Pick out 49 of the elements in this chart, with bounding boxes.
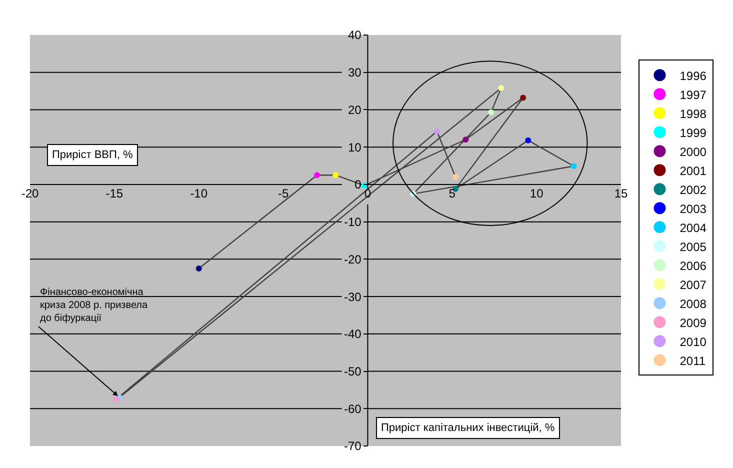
x-tick-label: -10 xyxy=(190,186,208,200)
legend-label: 1996 xyxy=(680,68,707,83)
legend-label: 1999 xyxy=(680,126,707,140)
point xyxy=(525,137,532,144)
legend-label: 2006 xyxy=(680,258,707,273)
legend-label: 1998 xyxy=(680,106,707,121)
point xyxy=(314,172,320,178)
legend-label: 2010 xyxy=(680,334,707,349)
point xyxy=(488,109,494,116)
x-tick-label: -5 xyxy=(278,186,289,200)
y-tick-label: 40 xyxy=(348,28,362,42)
annotation: Фінансово-економічна криза 2008 р. призвела до біфуркації xyxy=(40,287,148,324)
y-tick-label: -50 xyxy=(344,364,362,378)
x-tick-label: 10 xyxy=(530,186,544,200)
point xyxy=(113,396,120,402)
x-tick-label: -20 xyxy=(21,186,39,200)
legend-label: 1997 xyxy=(680,88,707,102)
legend-label: 2001 xyxy=(680,164,707,178)
point xyxy=(520,94,526,101)
point xyxy=(452,174,459,180)
legend-label: 2008 xyxy=(680,296,707,311)
point xyxy=(462,136,469,143)
y-tick-label: 10 xyxy=(348,140,362,154)
y-axis-title: Приріст капітальних інвестицій, % xyxy=(381,422,555,434)
legend-label: 2007 xyxy=(680,278,707,292)
legend-label: 2004 xyxy=(680,220,707,235)
legend-label: 2002 xyxy=(680,182,707,197)
point xyxy=(434,128,440,134)
y-tick-label: -30 xyxy=(344,290,362,304)
x-tick-label: 5 xyxy=(448,186,456,200)
x-axis-title: Приріст ВВП, % xyxy=(52,149,134,161)
y-tick-label: -20 xyxy=(344,252,362,266)
y-tick-label: -70 xyxy=(344,439,362,454)
legend-label: 2011 xyxy=(680,354,706,368)
y-tick-label: 30 xyxy=(348,66,362,80)
y-tick-label: -40 xyxy=(344,327,362,342)
y-tick-label: -60 xyxy=(344,402,362,416)
point xyxy=(196,266,202,272)
legend-label: 2009 xyxy=(680,316,707,330)
legend-label: 2003 xyxy=(680,202,707,216)
point xyxy=(570,163,577,170)
x-tick-label: -15 xyxy=(106,186,124,200)
y-tick-label: -10 xyxy=(344,215,362,230)
y-tick-label: 20 xyxy=(348,102,362,117)
point xyxy=(498,85,504,92)
x-tick-label: 15 xyxy=(614,186,628,200)
point xyxy=(332,172,339,178)
legend-label: 2005 xyxy=(680,240,707,254)
legend-label: 2000 xyxy=(680,144,707,159)
